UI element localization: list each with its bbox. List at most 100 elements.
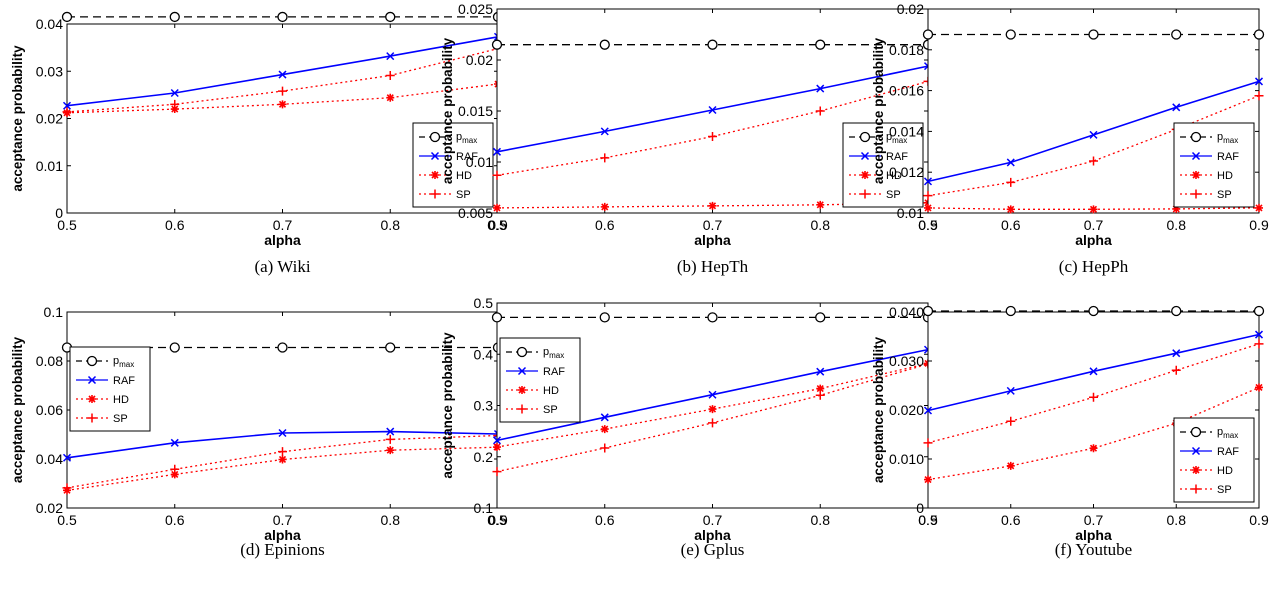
data-point-hd bbox=[278, 455, 287, 464]
legend-label: RAF bbox=[543, 366, 565, 378]
x-tick-label: 0.7 bbox=[703, 217, 723, 233]
panel-caption: (c) HepPh bbox=[1059, 257, 1129, 276]
legend-marker bbox=[518, 386, 526, 394]
legend-box bbox=[499, 337, 581, 423]
legend-box bbox=[69, 346, 151, 432]
data-point-raf bbox=[1254, 330, 1264, 339]
series-raf bbox=[62, 427, 503, 462]
data-point-raf bbox=[1172, 103, 1181, 112]
data-point-raf bbox=[62, 101, 72, 110]
data-point-sp bbox=[1254, 91, 1264, 101]
data-point-raf bbox=[170, 438, 179, 447]
series-p-max bbox=[61, 11, 504, 23]
data-point-p-max bbox=[815, 39, 826, 50]
y-tick-label: 0.2 bbox=[474, 449, 494, 465]
data-point-p-max bbox=[1253, 29, 1265, 40]
data-point-raf bbox=[492, 436, 502, 445]
panel-caption: (a) Wiki bbox=[254, 257, 310, 276]
x-tick-label: 0.9 bbox=[1249, 217, 1269, 233]
legend-label: RAF bbox=[456, 151, 478, 163]
x-tick-label: 0.5 bbox=[918, 217, 938, 233]
x-tick-label: 0.8 bbox=[381, 512, 401, 528]
legend-label: HD bbox=[543, 385, 559, 397]
data-point-p-max bbox=[1088, 29, 1099, 40]
y-tick-label: 0.010 bbox=[889, 451, 924, 467]
data-point-raf bbox=[386, 52, 395, 61]
y-axis-label: acceptance probability bbox=[440, 37, 455, 184]
x-axis-label: alpha bbox=[264, 232, 301, 248]
data-point-p-max bbox=[1171, 29, 1182, 40]
data-point-hd bbox=[1006, 205, 1015, 214]
x-tick-label: 0.6 bbox=[595, 512, 615, 528]
x-tick-label: 0.7 bbox=[703, 512, 723, 528]
x-tick-label: 0.8 bbox=[811, 512, 831, 528]
data-point-p-max bbox=[1171, 305, 1182, 317]
data-point-hd bbox=[278, 100, 287, 109]
legend-box bbox=[412, 122, 494, 208]
data-point-sp bbox=[815, 106, 825, 116]
legend-marker bbox=[431, 171, 439, 179]
data-point-p-max bbox=[1253, 305, 1265, 317]
data-point-hd bbox=[170, 470, 179, 479]
data-point-hd bbox=[816, 200, 825, 209]
x-tick-label: 0.9 bbox=[1249, 512, 1269, 528]
series-hd bbox=[493, 198, 932, 212]
data-point-sp bbox=[1006, 177, 1016, 187]
legend-marker bbox=[517, 366, 527, 376]
x-tick-label: 0.6 bbox=[595, 217, 615, 233]
data-point-sp bbox=[170, 464, 180, 474]
data-point-p-max bbox=[599, 39, 610, 50]
data-point-sp bbox=[385, 71, 395, 81]
series-line-hd bbox=[496, 362, 929, 448]
data-point-sp bbox=[923, 438, 933, 448]
legend-marker bbox=[430, 189, 440, 199]
legend-label: HD bbox=[1217, 465, 1233, 477]
legend-label: HD bbox=[886, 170, 902, 182]
legend-marker bbox=[88, 395, 96, 403]
y-tick-label: 0.4 bbox=[474, 346, 494, 362]
data-point-raf bbox=[1089, 130, 1098, 139]
x-tick-label: 0.7 bbox=[273, 512, 293, 528]
x-tick-label: 0.6 bbox=[1001, 217, 1021, 233]
legend-marker bbox=[430, 151, 440, 161]
x-axis-label: alpha bbox=[694, 232, 731, 248]
x-axis-label: alpha bbox=[264, 527, 301, 543]
data-point-hd bbox=[493, 203, 501, 212]
data-point-sp bbox=[600, 443, 610, 453]
y-tick-label: 0.01 bbox=[897, 205, 924, 221]
data-point-raf bbox=[62, 453, 72, 462]
y-tick-label: 0.03 bbox=[36, 63, 63, 79]
x-tick-label: 0.6 bbox=[165, 512, 185, 528]
chart-panel-5: 0.5 0.6 0.7 0.8 0.90.10.20.30.40.5alphaaccep… bbox=[440, 295, 938, 559]
y-tick-label: 0.012 bbox=[889, 164, 924, 180]
data-point-hd bbox=[708, 201, 717, 210]
data-point-hd bbox=[924, 475, 932, 484]
y-tick-label: 0 bbox=[55, 205, 63, 221]
legend-marker bbox=[1190, 131, 1202, 143]
data-point-raf bbox=[816, 367, 825, 376]
x-tick-label: 0.6 bbox=[1001, 512, 1021, 528]
legend-label: SP bbox=[543, 404, 558, 416]
legend-label: SP bbox=[456, 189, 471, 201]
y-axis-label: acceptance probability bbox=[10, 336, 25, 483]
data-point-sp bbox=[278, 86, 287, 96]
data-point-sp bbox=[708, 418, 717, 428]
legend-box bbox=[1173, 122, 1255, 208]
series-raf bbox=[923, 330, 1264, 415]
data-point-p-max bbox=[1088, 305, 1099, 317]
series-line-sp bbox=[927, 95, 1260, 197]
legend-label: SP bbox=[1217, 484, 1232, 496]
data-point-p-max bbox=[707, 39, 718, 50]
y-tick-label: 0.1 bbox=[474, 500, 494, 516]
panel-caption: (d) Epinions bbox=[240, 540, 325, 559]
legend-label: RAF bbox=[113, 375, 135, 387]
data-point-p-max bbox=[491, 312, 503, 323]
data-point-p-max bbox=[385, 342, 396, 353]
legend-marker bbox=[1190, 426, 1202, 438]
data-point-hd bbox=[600, 202, 609, 211]
panel-caption: (f) Youtube bbox=[1055, 540, 1132, 559]
series-raf bbox=[492, 345, 933, 445]
x-tick-label: 0.5 bbox=[57, 512, 77, 528]
data-point-sp bbox=[1171, 365, 1181, 375]
